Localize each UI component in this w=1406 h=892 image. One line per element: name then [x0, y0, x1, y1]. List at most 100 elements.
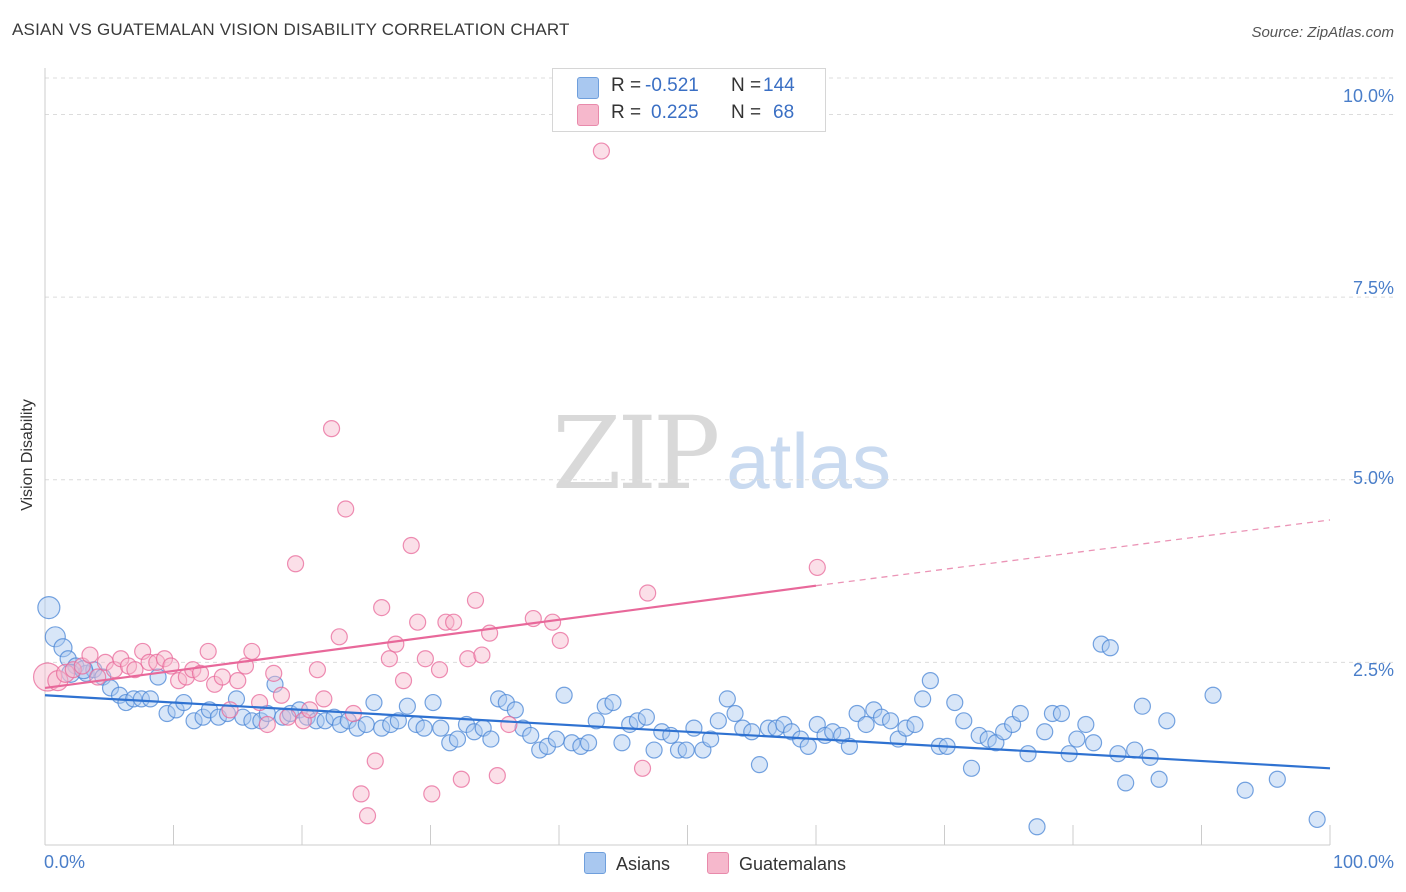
- guatemalan-point: [352, 785, 370, 803]
- guatemalan-point: [409, 613, 427, 631]
- asian-point: [709, 712, 727, 730]
- guatemalan-point: [191, 664, 210, 682]
- guatemalan-point: [416, 650, 434, 668]
- asian-point: [389, 712, 407, 730]
- guatemalan-point: [279, 708, 297, 726]
- asian-point: [448, 730, 467, 748]
- y-tick-label: 5.0%: [1352, 468, 1394, 488]
- guatemalan-point: [366, 752, 384, 770]
- guatemalan-point: [387, 635, 405, 653]
- guatemalan-point: [126, 661, 144, 679]
- x-tick-label: 100.0%: [1332, 852, 1394, 872]
- asian-point: [1019, 745, 1037, 763]
- y-tick-label: 7.5%: [1352, 278, 1394, 298]
- guatemalan-point: [134, 642, 152, 661]
- legend-item-guatemalans: Guatemalans: [707, 852, 846, 875]
- guatemalan-point: [229, 672, 247, 690]
- r-label: R =: [611, 75, 642, 96]
- asian-point: [1109, 745, 1127, 763]
- guatemalan-point: [459, 650, 477, 668]
- guatemalan-point: [373, 598, 391, 617]
- asian-point: [234, 708, 252, 726]
- asian-point: [872, 708, 891, 726]
- asian-point: [185, 712, 203, 730]
- n-value: 68: [773, 102, 795, 123]
- asian-point: [522, 726, 540, 745]
- asian-point: [1150, 770, 1168, 788]
- y-tick-label: 2.5%: [1352, 660, 1394, 680]
- guatemalan-point: [473, 646, 491, 664]
- asian-point: [424, 693, 442, 712]
- asian-point: [482, 730, 500, 748]
- guatemalan-point: [294, 712, 312, 730]
- guatemalans-legend-swatch: [707, 852, 729, 874]
- guatemalan-point: [452, 770, 470, 788]
- asian-point: [44, 626, 66, 648]
- asian-point: [962, 759, 981, 777]
- guatemalan-point: [402, 536, 420, 555]
- asian-point: [307, 712, 325, 730]
- guatemalan-point: [308, 661, 327, 679]
- asian-point: [921, 672, 939, 690]
- guatemalan-point: [272, 686, 291, 704]
- guatemalan-point: [265, 664, 283, 682]
- r-value: 0.225: [651, 102, 699, 123]
- guatemalans-legend-label: Guatemalans: [739, 854, 847, 874]
- asian-point: [579, 734, 598, 752]
- asians-legend-label: Asians: [616, 854, 671, 874]
- asian-point: [946, 693, 964, 712]
- guatemalan-point: [423, 785, 441, 803]
- asian-point: [132, 690, 150, 708]
- guatemalan-point: [81, 646, 99, 664]
- guatemalan-point: [500, 715, 518, 734]
- asian-point: [158, 704, 176, 723]
- guatemalan-point: [243, 642, 261, 661]
- asian-point: [547, 730, 566, 748]
- guatemalan-point: [213, 668, 231, 686]
- asian-point: [702, 730, 720, 748]
- guatemalan-point: [466, 591, 485, 609]
- asian-point: [555, 686, 573, 704]
- asian-point: [1101, 639, 1119, 657]
- asian-point: [734, 719, 752, 737]
- asian-point: [1117, 774, 1135, 792]
- asian-point: [743, 723, 761, 741]
- asian-point: [857, 715, 875, 734]
- asian-point: [1052, 704, 1071, 723]
- guatemalan-point: [315, 690, 333, 708]
- asian-point: [677, 741, 695, 759]
- asian-point: [604, 693, 622, 712]
- asian-point: [613, 734, 631, 752]
- r-label: R =: [611, 102, 642, 123]
- asian-point: [357, 715, 375, 734]
- guatemalan-point: [430, 661, 449, 679]
- asian-point: [881, 712, 900, 730]
- asian-point: [497, 693, 515, 712]
- guatemalans-swatch: [577, 104, 599, 126]
- guatemalan-point: [592, 142, 611, 160]
- y-axis-label: Vision Disability: [19, 399, 36, 511]
- asian-point: [995, 723, 1013, 741]
- asian-point: [782, 723, 801, 741]
- guatemalan-point: [64, 661, 82, 679]
- guatemalan-point: [221, 701, 239, 719]
- guatemalan-point: [551, 631, 569, 650]
- asian-point: [637, 708, 655, 726]
- asian-point: [799, 737, 817, 755]
- r-value: -0.521: [645, 75, 699, 96]
- x-tick-label: 0.0%: [44, 852, 86, 872]
- asian-point: [587, 712, 605, 730]
- asian-point: [1308, 810, 1326, 829]
- asian-point: [398, 697, 416, 715]
- asians-legend-swatch: [584, 852, 606, 874]
- asian-point: [506, 701, 524, 719]
- asian-point: [1036, 723, 1054, 741]
- asian-point: [970, 726, 988, 745]
- asian-point: [538, 737, 557, 755]
- asian-point: [1133, 697, 1151, 715]
- asian-point: [906, 715, 924, 734]
- asian-point: [1077, 715, 1095, 734]
- guatemalan-trend-line: [44, 584, 817, 690]
- asian-point: [685, 719, 703, 737]
